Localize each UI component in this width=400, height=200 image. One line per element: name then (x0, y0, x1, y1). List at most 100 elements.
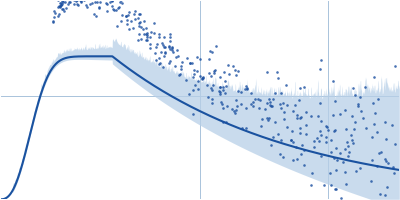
Point (270, 98, 276, 101)
Point (115, 7, 122, 10)
Point (324, 126, 330, 129)
Point (218, 102, 225, 105)
Point (252, 97, 258, 100)
Point (289, 130, 295, 133)
Point (332, 99, 338, 102)
Point (132, 10, 138, 13)
Point (292, 104, 298, 107)
Point (156, 57, 162, 60)
Point (290, 110, 296, 113)
Point (350, 127, 357, 130)
Point (104, 9, 110, 13)
Point (205, 58, 212, 61)
Point (204, 84, 210, 87)
Point (207, 74, 214, 78)
Point (345, 144, 351, 147)
Point (331, 188, 338, 191)
Point (284, 103, 290, 106)
Point (314, 137, 320, 140)
Point (178, 60, 185, 64)
Point (242, 87, 248, 90)
Point (55, 12, 62, 15)
Point (375, 152, 382, 155)
Point (142, 32, 149, 36)
Point (146, 47, 153, 50)
Point (269, 105, 275, 108)
Point (243, 84, 250, 87)
Point (208, 86, 214, 89)
Point (162, 51, 168, 54)
Point (176, 73, 182, 77)
Point (328, 150, 334, 154)
Point (270, 135, 276, 138)
Point (281, 117, 287, 121)
Point (194, 79, 201, 82)
Point (212, 44, 219, 48)
Point (223, 120, 230, 123)
Point (136, 12, 142, 15)
Point (50, 19, 57, 22)
Point (318, 58, 324, 61)
Point (138, 26, 144, 29)
Point (110, 8, 117, 11)
Point (311, 140, 318, 143)
Point (301, 164, 308, 167)
Point (385, 161, 391, 164)
Point (104, 2, 111, 5)
Point (136, 25, 142, 28)
Point (141, 33, 147, 36)
Point (118, 20, 124, 23)
Point (134, 16, 141, 19)
Point (125, 14, 132, 17)
Point (209, 88, 215, 91)
Point (362, 85, 368, 88)
Point (78, 0, 84, 3)
Point (256, 107, 262, 110)
Point (230, 64, 236, 67)
Point (354, 102, 361, 105)
Point (141, 19, 147, 23)
Point (264, 116, 270, 119)
Point (81, 0, 88, 2)
Point (357, 95, 364, 98)
Point (59, 3, 65, 6)
Point (281, 111, 288, 114)
Point (206, 72, 213, 75)
Point (191, 69, 197, 72)
Point (268, 104, 274, 108)
Point (244, 87, 250, 90)
Point (144, 32, 150, 35)
Point (348, 115, 355, 118)
Point (328, 138, 334, 141)
Point (160, 66, 167, 69)
Point (363, 126, 369, 130)
Point (184, 56, 190, 59)
Point (332, 187, 339, 191)
Point (87, 3, 93, 6)
Point (158, 51, 164, 54)
Point (94, 0, 101, 1)
Point (273, 71, 280, 74)
Point (370, 123, 377, 126)
Point (309, 171, 315, 174)
Point (360, 117, 366, 120)
Point (209, 101, 215, 104)
Point (297, 116, 304, 120)
Point (232, 69, 238, 72)
Point (196, 74, 203, 77)
Point (350, 86, 356, 90)
Point (267, 103, 274, 106)
Point (318, 154, 324, 157)
Point (294, 116, 300, 119)
Point (382, 194, 388, 197)
Point (209, 84, 216, 87)
Point (233, 73, 239, 77)
Point (59, 0, 65, 3)
Point (238, 90, 244, 93)
Point (378, 151, 384, 154)
Point (300, 86, 307, 89)
Point (337, 112, 344, 115)
Point (233, 108, 239, 111)
Point (294, 114, 301, 117)
Point (134, 39, 141, 42)
